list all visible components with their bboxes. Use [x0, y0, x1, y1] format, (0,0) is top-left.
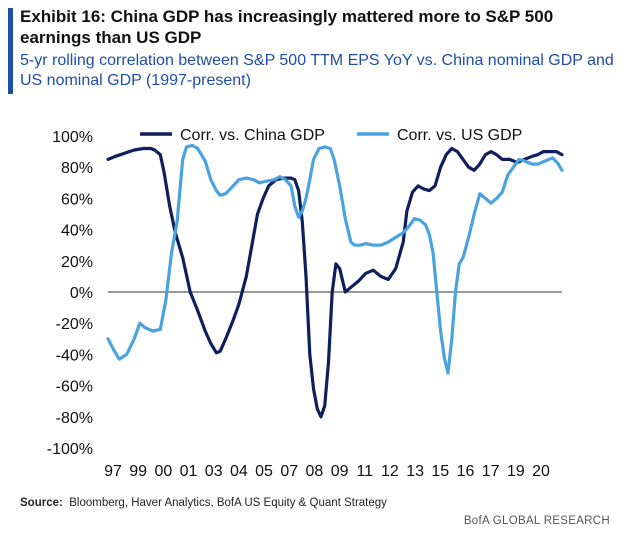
y-tick-label: 40% [61, 223, 93, 240]
series-line-us [106, 143, 564, 375]
legend-label: Corr. vs. US GDP [397, 127, 522, 144]
y-tick-label: 60% [61, 191, 93, 208]
x-tick-label: 15 [431, 463, 449, 480]
x-tick-label: 12 [381, 463, 399, 480]
y-tick-label: 0% [70, 285, 93, 302]
source-label: Source: [20, 497, 63, 509]
page-title: Exhibit 16: China GDP has increasingly m… [20, 7, 554, 47]
y-tick-label: 80% [61, 160, 93, 177]
x-tick-label: 17 [482, 463, 500, 480]
x-tick-label: 19 [507, 463, 525, 480]
x-tick-label: 99 [129, 463, 147, 480]
x-tick-label: 07 [280, 463, 298, 480]
brand-label: BofA GLOBAL RESEARCH [463, 515, 610, 527]
source-note: Source: Bloomberg, Haver Analytics, BofA… [20, 497, 387, 509]
x-tick-label: 05 [255, 463, 273, 480]
x-tick-label: 09 [331, 463, 349, 480]
x-tick-label: 11 [356, 463, 373, 480]
y-tick-label: 20% [61, 254, 93, 271]
x-tick-label: 13 [406, 463, 424, 480]
y-tick-label: 100% [52, 129, 93, 146]
x-tick-label: 03 [205, 463, 223, 480]
y-tick-label: -40% [56, 347, 93, 364]
y-tick-label: -20% [56, 316, 93, 333]
x-tick-label: 97 [104, 463, 122, 480]
page-subtitle: 5-yr rolling correlation between S&P 500… [20, 52, 614, 89]
x-tick-label: 16 [457, 463, 475, 480]
x-tick-label: 04 [230, 463, 248, 480]
accent-bar [8, 8, 13, 94]
series-line-china [106, 146, 564, 419]
source-text: Bloomberg, Haver Analytics, BofA US Equi… [69, 497, 387, 509]
x-tick-label: 20 [532, 463, 550, 480]
line-chart: 100% 80% 60% 40% 20% 0% -20% -40% -60% -80% -100% 9… [47, 127, 564, 480]
legend-label: Corr. vs. China GDP [180, 127, 325, 144]
x-tick-label: 00 [154, 463, 172, 480]
y-tick-label: -100% [47, 441, 93, 458]
y-tick-label: -80% [56, 410, 93, 427]
x-tick-label: 08 [306, 463, 324, 480]
x-tick-label: 01 [180, 463, 198, 480]
y-tick-label: -60% [56, 379, 93, 396]
